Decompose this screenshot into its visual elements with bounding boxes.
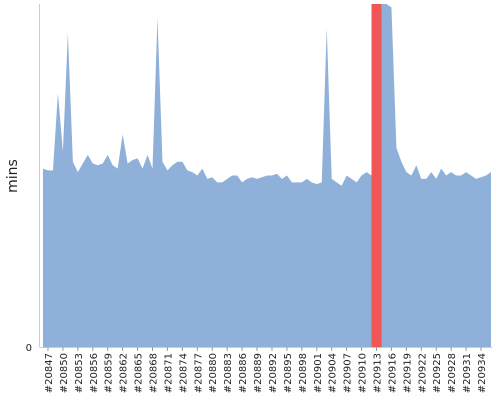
x-tick-label: #20892 [268,353,279,393]
x-tick-label: #20859 [104,353,115,393]
x-tick-label: #20850 [59,353,70,393]
x-tick-label: #20919 [402,353,413,393]
x-tick-label: #20889 [253,353,264,393]
x-tick-label: #20916 [387,353,398,393]
area-series-0 [43,4,491,347]
y-axis-label: mins [5,159,21,193]
x-tick-label: #20931 [462,353,473,393]
x-tick-label: #20871 [163,353,174,393]
x-tick-label: #20928 [447,353,458,393]
x-tick-label: #20907 [343,353,354,393]
x-ticks: #20847 #20850 #20853 #20856 #20859 #20862 #208… [44,347,488,393]
y-tick-label: 0 [26,343,32,354]
x-tick-label: #20883 [223,353,234,393]
axes: mins [5,4,492,348]
highlight-marker [371,4,382,347]
x-tick-label: #20868 [149,353,160,393]
x-tick-label: #20898 [298,353,309,393]
x-tick-label: #20901 [313,353,324,393]
x-tick-label: #20862 [119,353,130,393]
x-tick-label: #20880 [208,353,219,393]
x-tick-label: #20856 [89,353,100,393]
x-tick-label: #20904 [328,353,339,393]
x-tick-label: #20895 [283,353,294,393]
plot-area [43,4,491,347]
x-tick-label: #20886 [238,353,249,393]
x-tick-label: #20874 [178,353,189,393]
x-tick-label: #20934 [477,353,488,393]
x-tick-label: #20865 [134,353,145,393]
x-tick-label: #20910 [358,353,369,393]
x-tick-label: #20877 [193,353,204,393]
y-ticks: 0 [26,343,32,354]
x-tick-label: #20922 [417,353,428,393]
x-tick-label: #20847 [44,353,55,393]
x-tick-label: #20925 [432,353,443,393]
x-tick-label: #20913 [373,353,384,393]
x-tick-label: #20853 [74,353,85,393]
